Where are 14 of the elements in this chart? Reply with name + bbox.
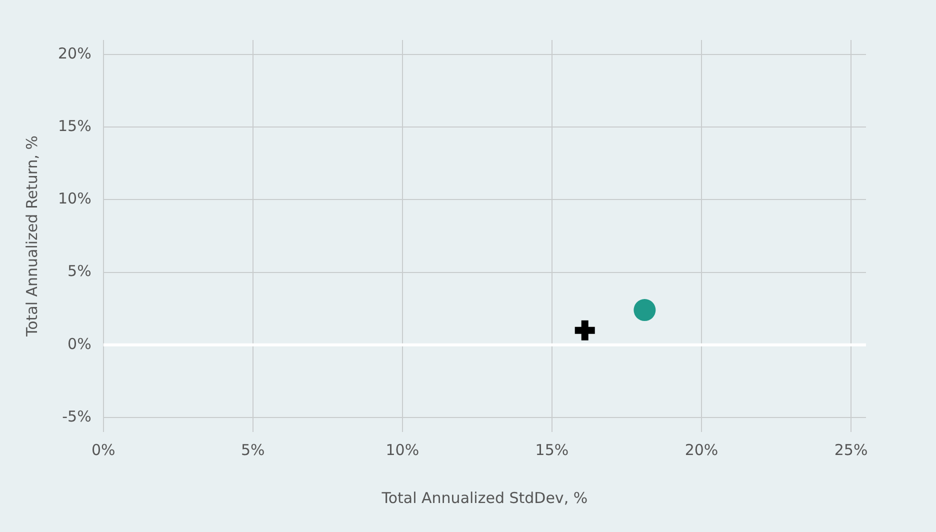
- x-tick-label: 5%: [240, 440, 265, 459]
- x-tick-label: 10%: [386, 440, 420, 459]
- y-tick-label: 20%: [58, 44, 92, 62]
- y-axis-title: Total Annualized Return, %: [22, 135, 41, 338]
- y-tick-label: 0%: [68, 334, 92, 353]
- x-tick-label: 20%: [684, 440, 718, 459]
- x-tick-label: 0%: [91, 440, 116, 459]
- x-tick-label: 25%: [834, 440, 868, 459]
- x-tick-label: 15%: [535, 440, 569, 459]
- x-axis-title: Total Annualized StdDev, %: [380, 488, 588, 507]
- y-tick-label: -5%: [62, 407, 92, 426]
- y-tick-label: 10%: [58, 190, 92, 208]
- y-tick-label: 5%: [68, 262, 92, 280]
- y-tick-label: 15%: [58, 117, 92, 135]
